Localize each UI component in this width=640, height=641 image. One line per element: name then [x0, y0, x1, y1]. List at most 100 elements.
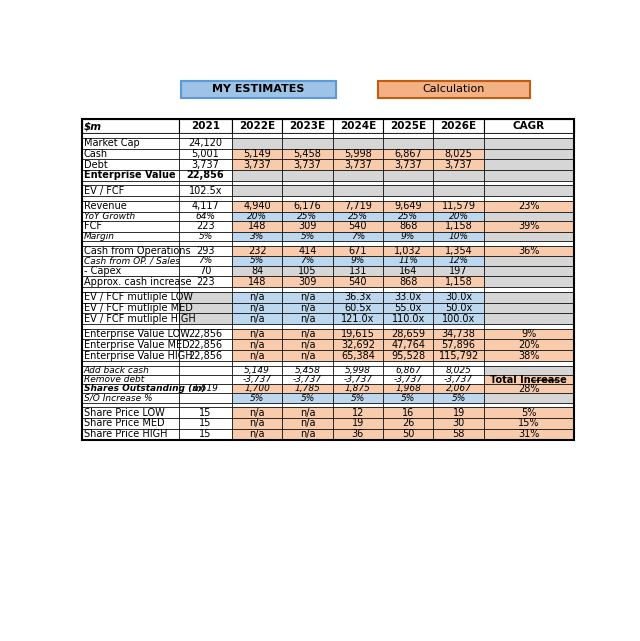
Text: 25%: 25% — [398, 212, 418, 221]
Bar — [232, 149, 282, 160]
Bar — [484, 292, 573, 303]
Bar — [81, 429, 179, 440]
Bar — [333, 287, 383, 292]
Text: 19,615: 19,615 — [341, 329, 375, 339]
Text: 9%: 9% — [401, 232, 415, 241]
Bar — [333, 256, 383, 265]
Bar — [433, 292, 484, 303]
Text: 55.0x: 55.0x — [394, 303, 422, 313]
Text: 115,792: 115,792 — [438, 351, 479, 361]
Text: 414: 414 — [298, 246, 317, 256]
Bar — [282, 201, 333, 212]
Text: n/a: n/a — [250, 351, 265, 361]
Text: 34,738: 34,738 — [442, 329, 476, 339]
Bar — [232, 394, 282, 403]
Text: 60.5x: 60.5x — [344, 303, 371, 313]
Bar — [433, 221, 484, 231]
Bar — [333, 361, 383, 365]
Text: 2022E: 2022E — [239, 121, 275, 131]
Bar — [484, 313, 573, 324]
Bar — [383, 160, 433, 170]
Bar — [179, 149, 232, 160]
Bar — [383, 303, 433, 313]
Bar — [179, 394, 232, 403]
Text: 2025E: 2025E — [390, 121, 426, 131]
Text: 2024E: 2024E — [340, 121, 376, 131]
Bar — [282, 181, 333, 185]
Text: $m: $m — [84, 121, 102, 131]
Bar — [282, 256, 333, 265]
Text: 26: 26 — [402, 419, 415, 428]
Text: 223: 223 — [196, 221, 215, 231]
Bar — [179, 160, 232, 170]
Text: n/a: n/a — [300, 351, 316, 361]
Bar — [179, 418, 232, 429]
Bar — [333, 407, 383, 418]
Bar — [484, 365, 573, 375]
Bar — [232, 138, 282, 149]
Text: 28,659: 28,659 — [391, 329, 425, 339]
Bar — [179, 196, 232, 201]
Bar — [81, 119, 179, 133]
Bar — [484, 181, 573, 185]
Text: 57,896: 57,896 — [442, 340, 476, 350]
Text: 12%: 12% — [449, 256, 468, 265]
Bar — [383, 196, 433, 201]
Bar — [333, 329, 383, 340]
Bar — [484, 429, 573, 440]
Bar — [282, 324, 333, 329]
Text: 8,025: 8,025 — [445, 149, 472, 159]
Text: 5,001: 5,001 — [191, 149, 220, 159]
Text: 39%: 39% — [518, 221, 540, 231]
Bar — [232, 221, 282, 231]
Bar — [484, 350, 573, 361]
Bar — [179, 181, 232, 185]
Text: 148: 148 — [248, 221, 266, 231]
Bar — [282, 287, 333, 292]
Text: 25%: 25% — [348, 212, 368, 221]
Bar — [383, 119, 433, 133]
Text: 28%: 28% — [518, 384, 540, 394]
Text: 20%: 20% — [518, 340, 540, 350]
Bar — [383, 384, 433, 394]
Bar — [383, 329, 433, 340]
Bar — [179, 221, 232, 231]
Bar — [484, 265, 573, 276]
Text: Cash from OP. / Sales: Cash from OP. / Sales — [84, 256, 180, 265]
Text: 1,158: 1,158 — [445, 221, 472, 231]
Text: 131: 131 — [349, 266, 367, 276]
Bar — [232, 212, 282, 221]
Bar — [333, 231, 383, 241]
Text: n/a: n/a — [250, 292, 265, 302]
Bar — [383, 138, 433, 149]
Bar — [282, 185, 333, 196]
Text: 22,856: 22,856 — [189, 329, 223, 339]
Bar — [383, 287, 433, 292]
Bar — [484, 185, 573, 196]
Bar — [179, 170, 232, 181]
Bar — [333, 429, 383, 440]
Bar — [383, 429, 433, 440]
Bar — [383, 231, 433, 241]
Bar — [484, 160, 573, 170]
Text: n/a: n/a — [250, 313, 265, 324]
Bar — [383, 375, 433, 384]
Text: - Capex: - Capex — [84, 266, 121, 276]
Bar — [433, 394, 484, 403]
Bar — [81, 394, 179, 403]
Text: 11%: 11% — [398, 256, 418, 265]
Bar — [433, 429, 484, 440]
Bar — [232, 170, 282, 181]
Bar — [179, 429, 232, 440]
Text: 1,354: 1,354 — [445, 246, 472, 256]
Text: 64%: 64% — [196, 212, 216, 221]
Bar — [179, 329, 232, 340]
Text: 95,528: 95,528 — [391, 351, 425, 361]
Bar — [484, 287, 573, 292]
Text: n/a: n/a — [300, 340, 316, 350]
Bar — [383, 221, 433, 231]
Text: 3,737: 3,737 — [243, 160, 271, 170]
Bar — [179, 287, 232, 292]
Bar — [179, 201, 232, 212]
Text: n/a: n/a — [300, 329, 316, 339]
